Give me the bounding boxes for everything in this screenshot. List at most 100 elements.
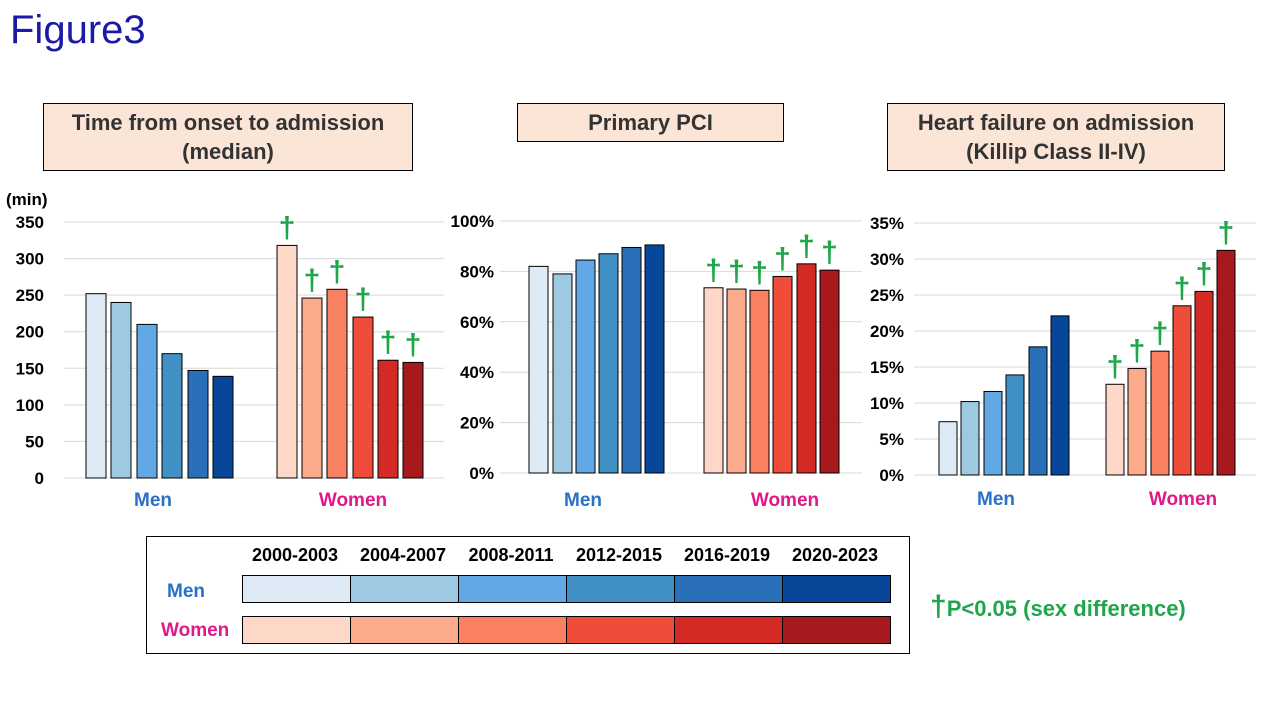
hf-dagger-icon: †: [1196, 257, 1213, 290]
legend-period-6: 2020-2023: [791, 545, 879, 565]
hf-bar-women-1: [1105, 383, 1125, 476]
hf-bar-men-6: [1050, 315, 1070, 476]
hf-ytick-label: 5%: [879, 430, 904, 449]
hf-bar-women-5: [1194, 290, 1214, 476]
hf-bar-women-4: [1172, 305, 1192, 476]
pci-bar-men-5: [621, 246, 642, 474]
onset-dagger-icon: †: [329, 255, 346, 288]
pci-dagger-icon: †: [774, 242, 791, 275]
hf-ytick-label: 35%: [870, 214, 904, 233]
pci-ytick-label: 40%: [460, 363, 494, 382]
legend-period-3: 2008-2011: [468, 545, 554, 565]
onset-dagger-icon: †: [279, 211, 296, 244]
panel-title-hf-line1: Heart failure on admission: [917, 110, 1195, 135]
pci-ytick-label: 60%: [460, 313, 494, 332]
hf-bar-men-1: [938, 421, 958, 476]
panel-title-hf: Heart failure on admission (Killip Class…: [887, 103, 1225, 171]
legend-women-swatch-2: [350, 616, 459, 644]
hf-dagger-icon: †: [1152, 317, 1169, 350]
onset-dagger-icon: †: [405, 328, 422, 361]
figure-title: Figure3: [10, 8, 146, 52]
pci-ytick-label: 0%: [469, 464, 494, 483]
legend-women-swatch-3: [458, 616, 567, 644]
hf-ytick-label: 10%: [870, 394, 904, 413]
hf-ytick-label: 25%: [870, 286, 904, 305]
pci-group-label-men: Men: [564, 490, 602, 511]
legend-men-swatch-1: [242, 575, 351, 603]
pci-bar-women-2: [726, 288, 747, 474]
hf-bar-women-2: [1127, 367, 1147, 476]
onset-bar-men-6: [212, 375, 234, 479]
onset-bar-women-4: [352, 316, 374, 479]
onset-dagger-icon: †: [304, 264, 321, 297]
onset-bar-men-4: [161, 353, 183, 479]
onset-bar-men-5: [187, 369, 209, 479]
legend-men-swatch-2: [350, 575, 459, 603]
panel-title-onset-line1: Time from onset to admission: [71, 110, 385, 135]
pci-group-label-women: Women: [751, 490, 819, 511]
legend-period-5: 2016-2019: [683, 545, 771, 565]
pci-bar-women-4: [772, 275, 793, 474]
legend-women-swatch-4: [566, 616, 675, 644]
pci-bar-men-1: [528, 265, 549, 474]
significance-note-text: P<0.05 (sex difference): [946, 596, 1186, 621]
pci-ytick-label: 80%: [460, 262, 494, 281]
onset-bar-women-2: [301, 297, 323, 479]
dagger-icon: †: [930, 590, 947, 623]
onset-bar-men-3: [136, 323, 158, 479]
pci-dagger-icon: †: [798, 230, 815, 263]
onset-dagger-icon: †: [355, 283, 372, 316]
pci-bar-men-2: [552, 273, 573, 474]
pci-bar-men-3: [575, 259, 596, 474]
onset-bar-women-6: [402, 361, 424, 479]
legend-period-4: 2012-2015: [575, 545, 663, 565]
legend-period-2: 2004-2007: [359, 545, 447, 565]
legend-men-swatch-3: [458, 575, 567, 603]
onset-bar-women-3: [326, 288, 348, 479]
hf-ytick-label: 0%: [879, 466, 904, 485]
pci-bar-women-1: [703, 287, 724, 474]
onset-ytick-label: 100: [16, 396, 44, 415]
pci-dagger-icon: †: [821, 236, 838, 269]
hf-bar-men-2: [960, 401, 980, 476]
panel-title-hf-line2: (Killip Class II-IV): [966, 139, 1146, 164]
panel-title-pci: Primary PCI: [517, 103, 784, 142]
pci-bar-men-6: [644, 244, 665, 474]
onset-ytick-label: 250: [16, 286, 44, 305]
onset-ytick-label: 150: [16, 359, 44, 378]
onset-bar-men-1: [85, 293, 107, 479]
pci-bar-women-6: [819, 269, 840, 474]
pci-dagger-icon: †: [705, 254, 722, 287]
hf-bar-women-6: [1216, 249, 1236, 476]
legend-women-swatch-1: [242, 616, 351, 644]
hf-dagger-icon: †: [1129, 334, 1146, 367]
hf-ytick-label: 15%: [870, 358, 904, 377]
onset-group-label-women: Women: [319, 490, 387, 511]
hf-dagger-icon: †: [1107, 350, 1124, 383]
legend-period-1: 2000-2003: [251, 545, 339, 565]
pci-dagger-icon: †: [728, 255, 745, 288]
hf-bar-men-5: [1028, 346, 1048, 476]
hf-bar-men-4: [1005, 374, 1025, 476]
onset-ylabel: (min): [6, 190, 48, 209]
pci-bar-women-5: [796, 263, 817, 474]
legend-men-label: Men: [167, 581, 205, 602]
hf-group-label-women: Women: [1149, 489, 1217, 510]
panel-title-onset: Time from onset to admission (median): [43, 103, 413, 171]
onset-ytick-label: 350: [16, 213, 44, 232]
pci-ytick-label: 100%: [451, 212, 494, 231]
pci-dagger-icon: †: [751, 256, 768, 289]
panel-title-onset-line2: (median): [182, 139, 274, 164]
hf-bar-men-3: [983, 390, 1003, 476]
hf-group-label-men: Men: [977, 489, 1015, 510]
hf-ytick-label: 30%: [870, 250, 904, 269]
onset-group-label-men: Men: [134, 490, 172, 511]
hf-dagger-icon: †: [1218, 216, 1235, 249]
significance-note: †P<0.05 (sex difference): [930, 590, 1186, 624]
onset-ytick-label: 200: [16, 323, 44, 342]
hf-dagger-icon: †: [1174, 272, 1191, 305]
pci-bar-men-4: [598, 253, 619, 474]
onset-dagger-icon: †: [380, 326, 397, 359]
onset-bar-women-5: [377, 359, 399, 479]
